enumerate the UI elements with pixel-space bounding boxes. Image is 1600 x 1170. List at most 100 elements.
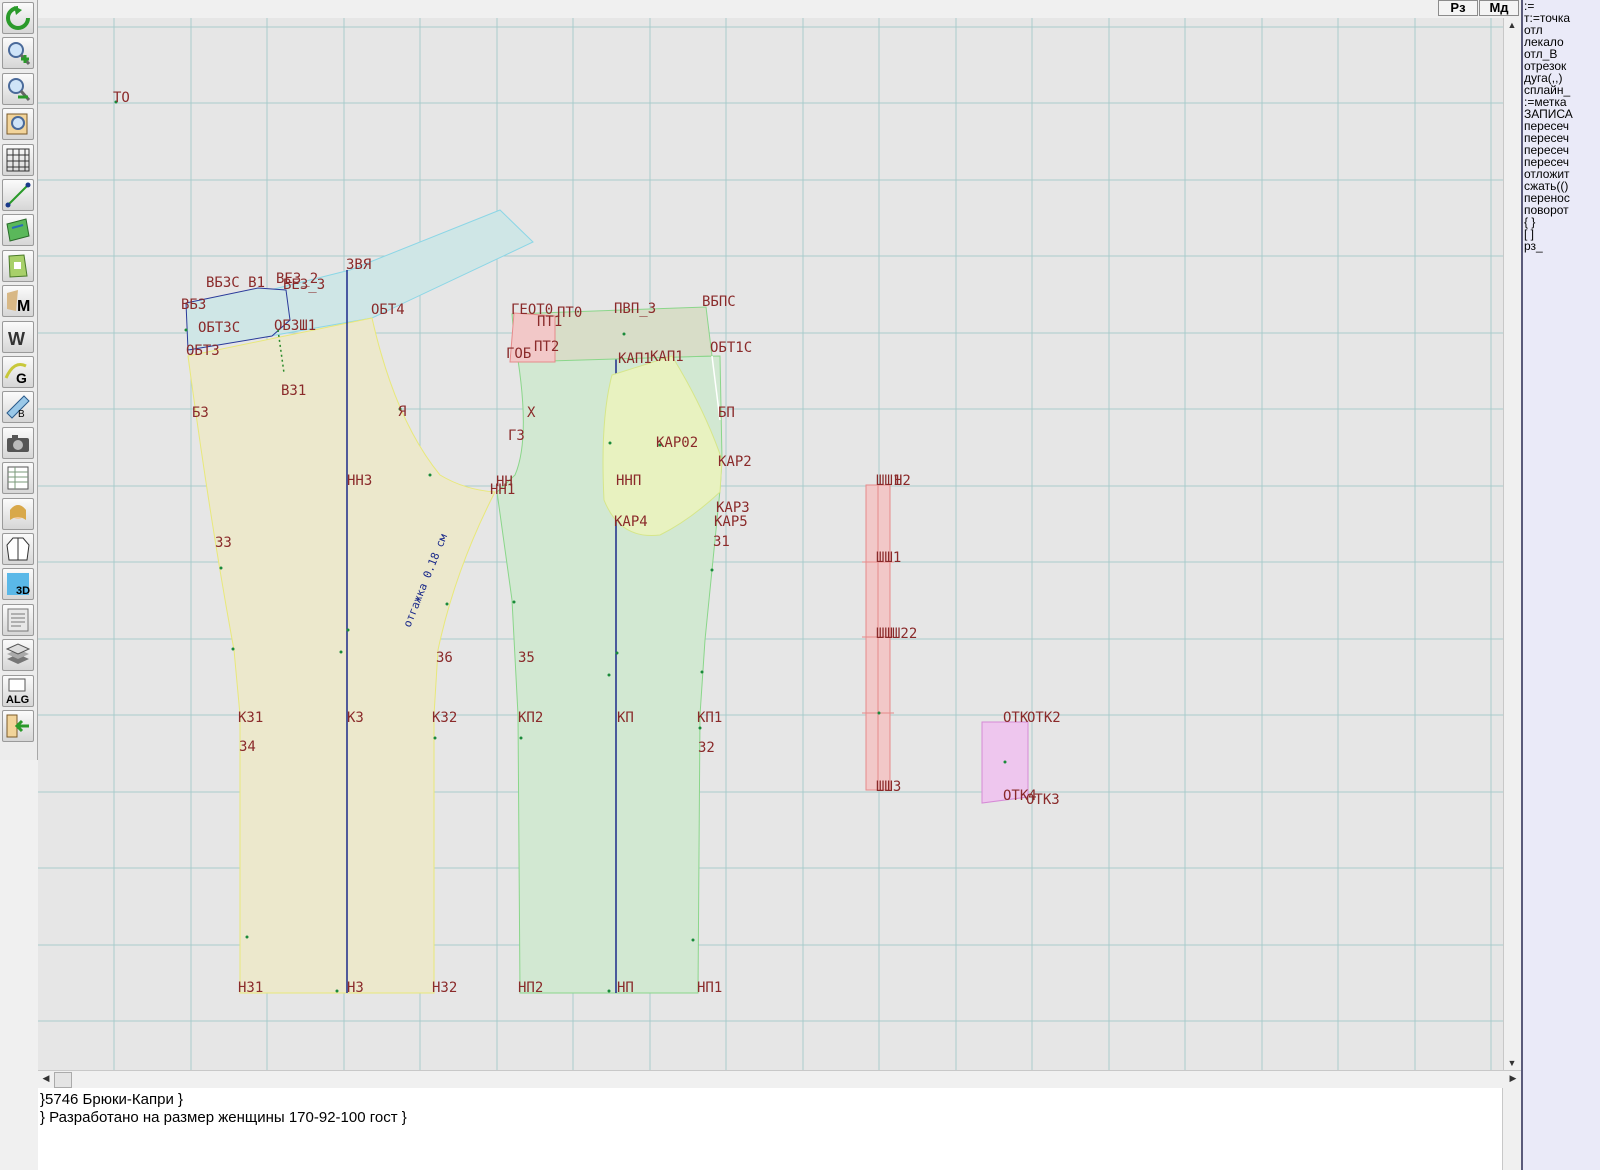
label-sh22b: Ш22 xyxy=(892,626,917,642)
label-vbps: ВБПС xyxy=(702,294,736,310)
label-np: НП xyxy=(617,980,634,996)
label-kp: КП xyxy=(617,710,634,726)
label-z1: З1 xyxy=(713,534,730,550)
top-strip xyxy=(38,0,1521,18)
command-item[interactable]: поворот xyxy=(1524,203,1569,217)
zoom-fit-tool-button[interactable] xyxy=(2,108,34,141)
zoom-out-tool-button[interactable] xyxy=(2,72,34,105)
camera-tool-button[interactable] xyxy=(2,426,34,459)
horizontal-scrollbar[interactable]: ◀ ▶ xyxy=(38,1070,1521,1088)
spreadsheet-tool-button[interactable] xyxy=(2,462,34,495)
label-vbzs: ВБЗС В1 xyxy=(206,275,265,291)
left-toolbar: M W G B 3D ALG xyxy=(0,0,38,760)
label-kp1: КП1 xyxy=(697,710,722,726)
command-item[interactable]: сплайн_ xyxy=(1524,83,1571,97)
document-icon xyxy=(7,608,29,632)
command-item[interactable]: рз_ xyxy=(1524,239,1543,253)
command-item[interactable]: := xyxy=(1524,0,1535,13)
pattern-tool-icon xyxy=(8,254,28,278)
document-tool-button[interactable] xyxy=(2,603,34,636)
md-button[interactable]: Мд xyxy=(1479,0,1519,16)
svg-text:3D: 3D xyxy=(16,585,30,597)
line-tool-icon xyxy=(5,182,31,208)
command-item[interactable]: пересеч xyxy=(1524,155,1570,169)
label-otk4: ОТК4 xyxy=(1003,788,1037,804)
scroll-left-icon[interactable]: ◀ xyxy=(42,1073,50,1083)
scroll-thumb[interactable] xyxy=(54,1072,72,1088)
command-item[interactable]: отрезок xyxy=(1524,59,1567,73)
drawing-canvas[interactable]: ТО ВБЗС В1 ВЕЗ_2 ВЕЗ_3 ВБЗ ОБТ3С ОБ3Ш1 О… xyxy=(38,18,1503,1070)
command-item[interactable]: ЗАПИСА xyxy=(1524,107,1573,121)
svg-text:W: W xyxy=(8,329,25,349)
scroll-down-icon[interactable]: ▼ xyxy=(1507,1058,1517,1068)
label-kar3: КАР3 xyxy=(716,500,750,516)
view-3d-tool-button[interactable]: 3D xyxy=(2,568,34,601)
avatar-tool-button[interactable] xyxy=(2,497,34,530)
label-obt1s: ОБТ1С xyxy=(710,340,752,356)
label-v31: В31 xyxy=(281,383,306,399)
label-nn3: НН3 xyxy=(347,473,372,489)
rz-button[interactable]: Рз xyxy=(1438,0,1478,16)
label-x: Х xyxy=(527,405,536,421)
status-area: }5746 Брюки-Капри } } Разработано на раз… xyxy=(38,1088,1521,1170)
command-item[interactable]: отл xyxy=(1524,23,1543,37)
grid-tool-button[interactable] xyxy=(2,143,34,176)
measure-w-tool-button[interactable]: W xyxy=(2,320,34,353)
ruler-tool-button[interactable]: B xyxy=(2,391,34,424)
line-tool-tool-button[interactable] xyxy=(2,179,34,211)
command-item[interactable]: пересеч xyxy=(1524,143,1570,157)
measure-m-tool-button[interactable]: M xyxy=(2,285,34,318)
scroll-up-icon[interactable]: ▲ xyxy=(1507,20,1517,30)
label-sh1: ШШ1 xyxy=(876,473,901,489)
command-item[interactable]: { } xyxy=(1524,215,1536,229)
view-3d-icon: 3D xyxy=(7,573,30,597)
alg-tool-button[interactable]: ALG xyxy=(2,674,34,707)
svg-text:M: M xyxy=(17,298,30,315)
command-item[interactable]: :=метка xyxy=(1524,95,1567,109)
zoom-in-icon xyxy=(8,42,31,66)
vertical-scrollbar[interactable]: ▲ ▼ xyxy=(1503,18,1521,1070)
label-k32: К32 xyxy=(432,710,457,726)
status-description: } Разработано на размер женщины 170-92-1… xyxy=(40,1109,407,1126)
label-kar5: КАР5 xyxy=(714,514,748,530)
label-to: ТО xyxy=(113,90,130,106)
refresh-tool-button[interactable] xyxy=(2,2,34,34)
grid-icon xyxy=(6,148,30,172)
label-k3: К3 xyxy=(347,710,364,726)
pattern-tool-tool-button[interactable] xyxy=(2,249,34,282)
command-item[interactable]: отл_В xyxy=(1524,47,1558,61)
svg-text:G: G xyxy=(16,370,27,386)
label-g3: Г3 xyxy=(508,428,525,444)
map-tool-tool-button[interactable] xyxy=(2,214,34,247)
label-n31: Н31 xyxy=(238,980,263,996)
command-item[interactable]: [ ] xyxy=(1524,227,1535,241)
command-item[interactable]: пересеч xyxy=(1524,131,1570,145)
zoom-in-tool-button[interactable] xyxy=(2,37,34,70)
spreadsheet-icon xyxy=(7,466,29,490)
jacket-tool-button[interactable] xyxy=(2,533,34,565)
label-obt3s: ОБТ3С xyxy=(198,320,240,336)
label-b3: Б3 xyxy=(192,405,209,421)
scroll-right-icon[interactable]: ▶ xyxy=(1509,1073,1517,1083)
command-item[interactable]: отложит xyxy=(1524,167,1570,181)
svg-text:B: B xyxy=(18,409,25,420)
label-np2: НП2 xyxy=(518,980,543,996)
command-item[interactable]: лекало xyxy=(1524,35,1564,49)
label-pt1: ПТ1 xyxy=(537,314,562,330)
exit-tool-button[interactable] xyxy=(2,710,34,742)
jacket-icon xyxy=(6,537,30,561)
zoom-out-icon xyxy=(8,77,31,101)
command-item[interactable]: сжать(() xyxy=(1524,179,1569,193)
status-scrollbar[interactable] xyxy=(1502,1088,1521,1170)
command-item[interactable]: пересеч xyxy=(1524,119,1570,133)
label-vez3: ВЕЗ_3 xyxy=(283,277,325,293)
pocket-bag-piece xyxy=(602,355,723,537)
measure-g-icon: G xyxy=(4,363,27,386)
command-item[interactable]: дуга(,,) xyxy=(1524,71,1563,85)
label-nn1: НН1 xyxy=(490,482,515,498)
layers-tool-button[interactable] xyxy=(2,639,34,672)
measure-g-tool-button[interactable]: G xyxy=(2,356,34,388)
command-item[interactable]: перенос xyxy=(1524,191,1570,205)
command-item[interactable]: т:=точка xyxy=(1524,11,1571,25)
map-tool-icon xyxy=(6,218,30,243)
